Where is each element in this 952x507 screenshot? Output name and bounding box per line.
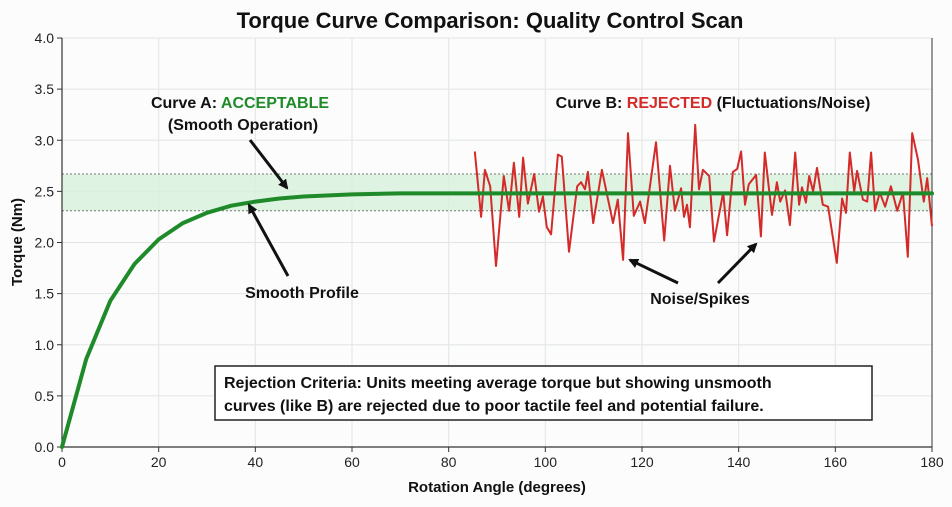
series-curve-a xyxy=(60,191,934,449)
x-tick-label: 60 xyxy=(344,454,360,470)
axes xyxy=(57,37,933,452)
noise-spikes-label: Noise/Spikes xyxy=(650,291,750,308)
y-tick-label: 0.5 xyxy=(35,388,55,404)
x-tick-label: 160 xyxy=(824,454,848,470)
smooth-profile-arrow xyxy=(247,203,290,277)
x-tick-label: 180 xyxy=(920,454,944,470)
y-tick-label: 3.5 xyxy=(35,81,55,97)
x-tick-label: 0 xyxy=(58,454,66,470)
y-tick-label: 1.5 xyxy=(35,286,55,302)
chart-title: Torque Curve Comparison: Quality Control… xyxy=(237,8,744,33)
curve-a-status: ACCEPTABLE xyxy=(221,95,329,112)
x-tick-label: 40 xyxy=(248,454,264,470)
x-tick-label: 80 xyxy=(441,454,457,470)
y-tick-label: 4.0 xyxy=(35,30,55,46)
curve-b-label: Curve B: REJECTED (Fluctuations/Noise) xyxy=(556,95,871,112)
y-axis-label: Torque (Nm) xyxy=(9,198,26,286)
y-tick-labels: 0.0 0.5 1.0 1.5 2.0 2.5 3.0 3.5 4.0 xyxy=(35,30,55,455)
x-tick-label: 20 xyxy=(151,454,167,470)
curve-a-arrow xyxy=(248,139,289,190)
series-curve-b xyxy=(473,123,933,267)
criteria-line-2: curves (like B) are rejected due to poor… xyxy=(224,398,764,415)
y-tick-label: 1.0 xyxy=(35,337,55,353)
curve-b-status: REJECTED xyxy=(627,95,712,112)
x-tick-label: 100 xyxy=(534,454,558,470)
y-tick-label: 0.0 xyxy=(35,439,55,455)
noise-arrow-right xyxy=(716,242,758,285)
curve-a-label: Curve A: ACCEPTABLE xyxy=(151,95,329,112)
criteria-line-1: Rejection Criteria: Units meeting averag… xyxy=(224,375,772,392)
curve-a-note: (Smooth Operation) xyxy=(168,117,318,134)
x-tick-label: 120 xyxy=(630,454,654,470)
y-tick-label: 2.5 xyxy=(35,183,55,199)
y-tick-label: 3.0 xyxy=(35,132,55,148)
rejection-criteria-box: Rejection Criteria: Units meeting averag… xyxy=(214,365,873,421)
x-axis-label: Rotation Angle (degrees) xyxy=(408,479,586,496)
y-tick-label: 2.0 xyxy=(35,235,55,251)
smooth-profile-label: Smooth Profile xyxy=(245,285,359,302)
noise-arrow-left xyxy=(628,258,679,285)
x-tick-label: 140 xyxy=(727,454,751,470)
x-tick-labels: 0 20 40 60 80 100 120 140 160 180 xyxy=(58,454,944,470)
